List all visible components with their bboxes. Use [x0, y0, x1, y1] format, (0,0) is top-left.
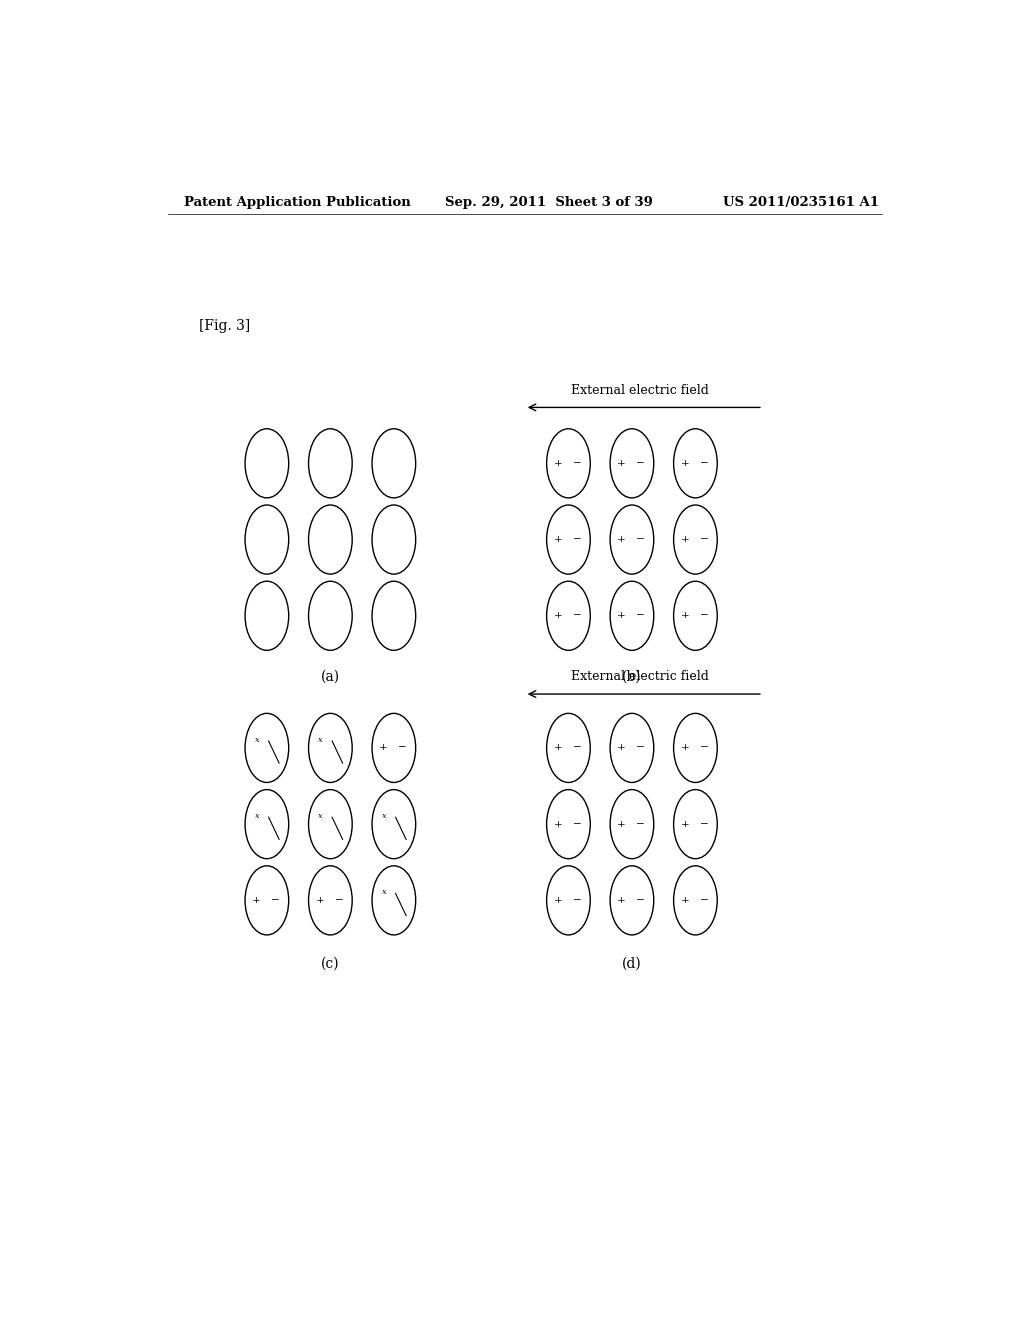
Text: −: − [572, 611, 582, 620]
Text: +: + [681, 820, 689, 829]
Text: −: − [699, 459, 709, 467]
Text: x: x [382, 812, 387, 820]
Text: +: + [681, 611, 689, 620]
Text: +: + [554, 896, 562, 906]
Text: +: + [681, 743, 689, 752]
Text: Patent Application Publication: Patent Application Publication [183, 195, 411, 209]
Text: −: − [636, 820, 645, 829]
Text: +: + [681, 459, 689, 467]
Text: −: − [572, 743, 582, 752]
Text: +: + [617, 820, 626, 829]
Text: −: − [271, 896, 280, 906]
Text: −: − [636, 611, 645, 620]
Text: +: + [617, 611, 626, 620]
Text: +: + [554, 535, 562, 544]
Text: −: − [572, 535, 582, 544]
Text: x: x [255, 812, 260, 820]
Text: −: − [572, 459, 582, 467]
Text: −: − [699, 535, 709, 544]
Text: +: + [617, 896, 626, 906]
Text: [Fig. 3]: [Fig. 3] [200, 319, 251, 333]
Text: +: + [554, 459, 562, 467]
Text: Sep. 29, 2011  Sheet 3 of 39: Sep. 29, 2011 Sheet 3 of 39 [445, 195, 653, 209]
Text: +: + [252, 896, 261, 906]
Text: −: − [699, 896, 709, 906]
Text: x: x [382, 888, 387, 896]
Text: −: − [572, 896, 582, 906]
Text: −: − [636, 896, 645, 906]
Text: −: − [636, 743, 645, 752]
Text: −: − [699, 611, 709, 620]
Text: +: + [617, 535, 626, 544]
Text: (c): (c) [322, 957, 340, 970]
Text: −: − [699, 820, 709, 829]
Text: x: x [318, 812, 324, 820]
Text: External electric field: External electric field [571, 384, 709, 396]
Text: (b): (b) [623, 669, 642, 684]
Text: +: + [617, 459, 626, 467]
Text: −: − [699, 743, 709, 752]
Text: +: + [554, 611, 562, 620]
Text: +: + [554, 743, 562, 752]
Text: x: x [255, 735, 260, 743]
Text: −: − [572, 820, 582, 829]
Text: US 2011/0235161 A1: US 2011/0235161 A1 [723, 195, 880, 209]
Text: External electric field: External electric field [571, 671, 709, 684]
Text: +: + [379, 743, 388, 752]
Text: (d): (d) [622, 957, 642, 970]
Text: +: + [681, 535, 689, 544]
Text: +: + [554, 820, 562, 829]
Text: (a): (a) [321, 669, 340, 684]
Text: −: − [398, 743, 407, 752]
Text: −: − [335, 896, 343, 906]
Text: −: − [636, 535, 645, 544]
Text: +: + [617, 743, 626, 752]
Text: x: x [318, 735, 324, 743]
Text: +: + [681, 896, 689, 906]
Text: +: + [315, 896, 325, 906]
Text: −: − [636, 459, 645, 467]
